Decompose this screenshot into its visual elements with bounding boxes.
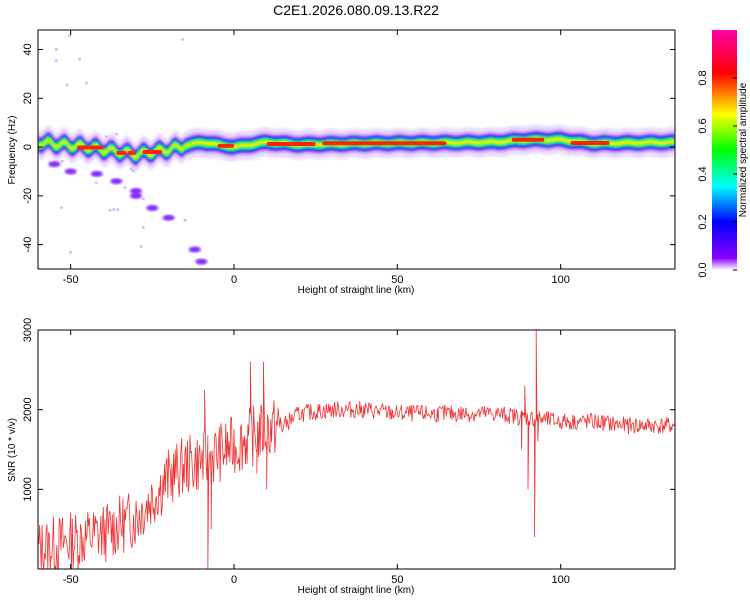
spectrogram-noise-dot bbox=[54, 48, 58, 52]
spectrogram-noise-dot bbox=[125, 149, 129, 153]
snr-y-tick-label: 1000 bbox=[22, 477, 34, 501]
spectrogram-noise-dot bbox=[54, 59, 58, 63]
spectrogram-band-core bbox=[266, 142, 316, 147]
spectrogram-side-streak bbox=[162, 214, 175, 221]
spectrogram-side-streak bbox=[64, 168, 77, 175]
spectrogram-y-tick-label: 40 bbox=[22, 43, 34, 55]
spectrogram-y-tick-label: 20 bbox=[22, 92, 34, 104]
snr-background bbox=[38, 330, 675, 569]
snr-frame bbox=[37, 329, 676, 570]
spectrogram-side-streak bbox=[195, 258, 208, 265]
spectrogram-noise-dot bbox=[181, 37, 185, 41]
spectrogram-y-tick-label: -20 bbox=[22, 188, 34, 204]
spectrogram-x-ticks: -50 0 50 100 bbox=[63, 30, 570, 286]
colorbar: 0.0 0.2 0.4 0.6 0.8 Normalized spectral ampl… bbox=[697, 30, 749, 278]
spectrogram-side-streak bbox=[130, 192, 142, 199]
spectrogram-x-tick-label: 50 bbox=[391, 274, 403, 286]
spectrogram-band-core bbox=[322, 141, 447, 146]
snr-panel: -50 0 50 100 3000 2000 1000 Height of straigh… bbox=[7, 318, 676, 596]
spectrogram-band-core bbox=[142, 149, 163, 154]
colorbar-tick-label: 0.4 bbox=[697, 166, 709, 181]
spectrogram-noise-dot bbox=[60, 206, 64, 210]
spectrogram-noise-dot bbox=[116, 208, 120, 212]
spectrogram-band-core bbox=[77, 145, 104, 150]
snr-x-label: Height of straight line (km) bbox=[298, 585, 415, 596]
figure-title: C2E1.2026.080.09.13.R22 bbox=[273, 2, 439, 18]
spectrogram-noise-dot bbox=[183, 218, 187, 222]
spectrogram-side-streak bbox=[48, 161, 61, 168]
colorbar-gradient bbox=[712, 30, 737, 270]
spectrogram-noise-dot bbox=[68, 251, 72, 255]
spectrogram-side-streak bbox=[188, 246, 201, 253]
spectrogram-y-tick-label: -40 bbox=[22, 237, 34, 253]
spectrogram-noise-dot bbox=[94, 181, 98, 185]
spectrogram-noise-dot bbox=[129, 167, 133, 171]
colorbar-tick-label: 0.8 bbox=[697, 70, 709, 85]
spectrogram-side-streak bbox=[90, 170, 103, 177]
spectrogram-noise-dot bbox=[115, 132, 119, 136]
spectrogram-noise-dot bbox=[78, 57, 82, 61]
spectrogram-heatmap bbox=[38, 34, 675, 265]
colorbar-label: Normalized spectral amplitude bbox=[738, 82, 749, 217]
spectrogram-band-core bbox=[570, 141, 610, 146]
colorbar-tick-label: 0.6 bbox=[697, 118, 709, 133]
snr-series-line bbox=[38, 330, 675, 569]
snr-x-tick-label: 50 bbox=[391, 574, 403, 586]
spectrogram-side-streak bbox=[130, 187, 142, 194]
spectrogram-noise-dot bbox=[141, 197, 145, 201]
snr-y-label: SNR (10 * v/v) bbox=[7, 418, 18, 482]
spectrogram-y-label: Frequency (Hz) bbox=[7, 116, 18, 185]
spectrogram-band-yellow bbox=[38, 137, 675, 160]
snr-x-tick-label: 0 bbox=[231, 574, 237, 586]
spectrogram-noise-dot bbox=[112, 207, 116, 211]
spectrogram-x-label: Height of straight line (km) bbox=[298, 285, 415, 296]
spectrogram-x-tick-label: -50 bbox=[63, 274, 79, 286]
colorbar-tick-label: 0.0 bbox=[697, 262, 709, 277]
spectrogram-y-ticks: 40 20 0 -20 -40 bbox=[22, 43, 675, 253]
spectrogram-noise-dot bbox=[139, 244, 143, 248]
snr-y-ticks: 3000 2000 1000 bbox=[22, 318, 675, 502]
colorbar-ticks: 0.0 0.2 0.4 0.6 0.8 bbox=[697, 70, 737, 278]
spectrogram-noise-dot bbox=[123, 186, 127, 190]
spectrogram-noise-dot bbox=[131, 169, 135, 173]
spectrogram-noise-dot bbox=[108, 208, 112, 212]
colorbar-tick-label: 0.2 bbox=[697, 214, 709, 229]
snr-x-ticks: -50 0 50 100 bbox=[63, 330, 570, 586]
spectrogram-band-core bbox=[116, 150, 136, 155]
spectrogram-panel: -50 0 50 100 40 20 0 -20 -40 Height of straight… bbox=[7, 29, 676, 296]
snr-y-tick-label: 3000 bbox=[22, 318, 34, 342]
spectrogram-x-tick-label: 0 bbox=[231, 274, 237, 286]
snr-x-tick-label: 100 bbox=[551, 574, 569, 586]
spectrogram-band-core bbox=[217, 143, 234, 148]
spectrogram-x-tick-label: 100 bbox=[551, 274, 569, 286]
spectrogram-noise-dot bbox=[65, 83, 69, 87]
spectrogram-band-core bbox=[511, 137, 545, 142]
spectrogram-noise-dot bbox=[68, 34, 72, 38]
snr-y-tick-label: 2000 bbox=[22, 397, 34, 421]
snr-x-tick-label: -50 bbox=[63, 574, 79, 586]
spectrogram-noise-dot bbox=[60, 159, 64, 163]
spectrogram-noise-dot bbox=[108, 145, 112, 149]
spectrogram-noise-dot bbox=[84, 81, 88, 85]
spectrogram-side-streak bbox=[110, 178, 123, 185]
spectrogram-frame bbox=[37, 29, 676, 270]
spectrogram-noise-dot bbox=[141, 226, 145, 230]
spectrogram-y-tick-label: 0 bbox=[22, 144, 34, 150]
spectrogram-side-streak bbox=[146, 205, 159, 212]
spectrogram-noise-dot bbox=[104, 135, 108, 139]
